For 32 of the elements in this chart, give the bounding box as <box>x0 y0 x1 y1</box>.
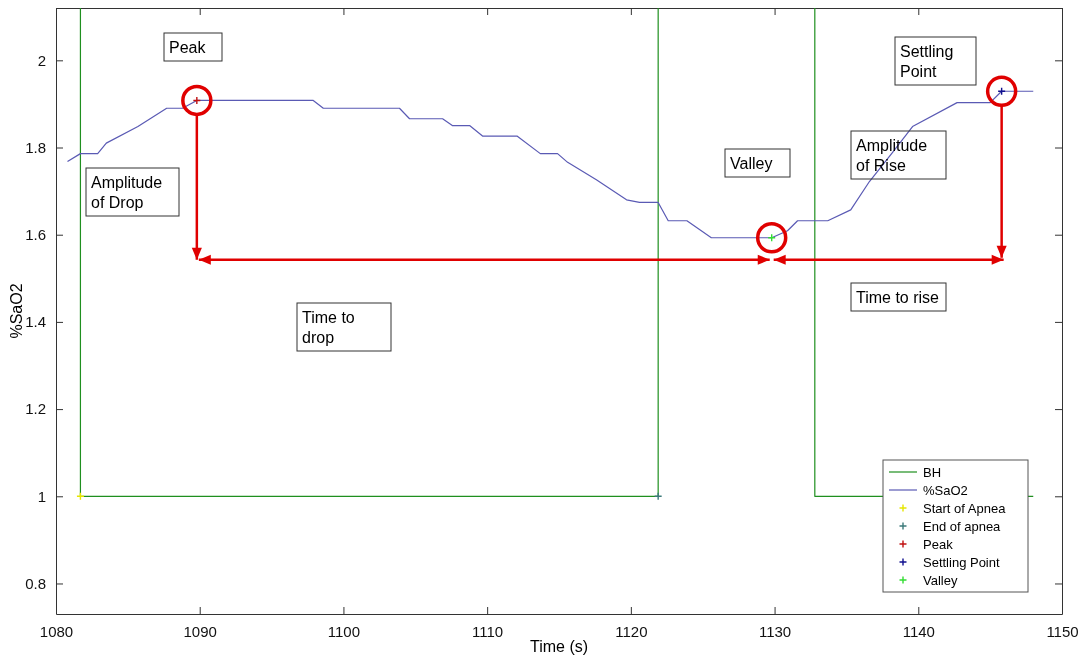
y-tick-label: 1.4 <box>25 313 46 331</box>
y-tick-label: 1.6 <box>25 226 46 244</box>
x-tick-label: 1140 <box>902 622 935 640</box>
x-axis-title: Time (s) <box>529 638 589 655</box>
x-tick-label: 1080 <box>39 622 74 640</box>
legend-label: Valley <box>923 573 958 588</box>
annotation: Settling Point <box>900 43 954 80</box>
annotation: Valley <box>730 155 773 172</box>
annotation: Time to drop <box>302 309 355 346</box>
legend-label: Start of Apnea <box>923 501 1007 516</box>
x-tick-label: 1130 <box>758 622 792 640</box>
legend-label: Settling Point <box>923 555 1000 570</box>
y-tick-label: 2 <box>37 51 46 69</box>
y-tick-label: 1 <box>37 487 46 505</box>
y-tick-label: 1.8 <box>25 138 46 156</box>
y-tick-label: 1.2 <box>25 400 46 418</box>
annotation: Amplitude of Drop <box>91 174 163 211</box>
x-tick-label: 1090 <box>183 622 217 640</box>
x-tick-label: 1150 <box>1046 622 1079 640</box>
y-axis-title: %SaO2 <box>8 283 25 339</box>
annotation: Amplitude of Rise <box>856 137 928 174</box>
legend-label: Peak <box>923 537 954 552</box>
legend-label: BH <box>923 465 942 480</box>
x-tick-label: 1120 <box>615 622 648 640</box>
x-tick-label: 1100 <box>327 622 361 640</box>
x-tick-label: 1110 <box>472 622 504 640</box>
y-tick-label: 0.8 <box>25 574 46 592</box>
legend-label: %SaO2 <box>923 483 968 498</box>
annotation: Peak <box>169 39 207 56</box>
point <box>653 492 663 501</box>
annotation: Time to rise <box>856 289 940 306</box>
legend-label: End of apnea <box>923 519 1002 534</box>
